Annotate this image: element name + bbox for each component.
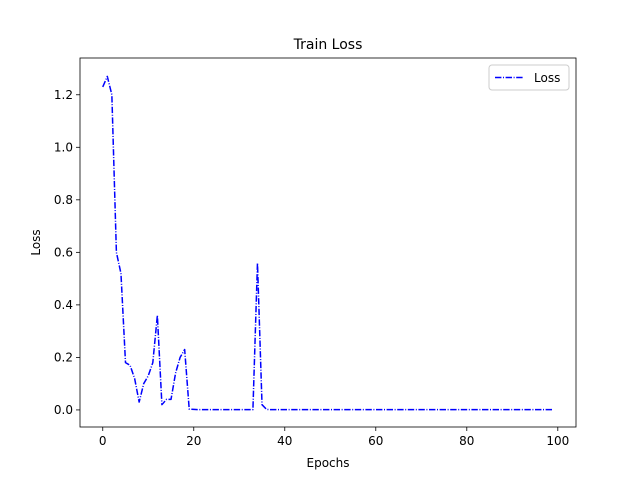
x-tick-label: 0 [99,434,107,448]
y-tick-label: 0.0 [54,403,73,417]
loss-series-line [102,75,554,411]
y-tick-label: 0.4 [54,298,73,312]
y-tick-label: 0.8 [54,193,73,207]
legend-label: Loss [534,71,560,85]
legend: Loss [488,64,570,91]
data-layer [102,75,554,411]
plot-area [80,58,576,427]
y-tick-label: 0.2 [54,351,73,365]
x-tick-label: 100 [546,434,569,448]
ticks-layer: 0 20 40 60 80 100 0.0 0.2 0.4 0.6 0.8 1.0 1.2 [54,88,569,448]
plot-frame [79,57,577,428]
legend-box [488,64,570,91]
y-tick-label: 1.2 [54,88,73,102]
x-tick-label: 80 [459,434,474,448]
y-tick-label: 1.0 [54,141,73,155]
x-tick-label: 40 [277,434,292,448]
y-tick-label: 0.6 [54,246,73,260]
x-axis-label: Epochs [307,456,350,470]
x-tick-label: 20 [186,434,201,448]
chart-title: Train Loss [293,37,363,53]
y-axis-label: Loss [29,229,43,255]
x-tick-label: 60 [368,434,383,448]
